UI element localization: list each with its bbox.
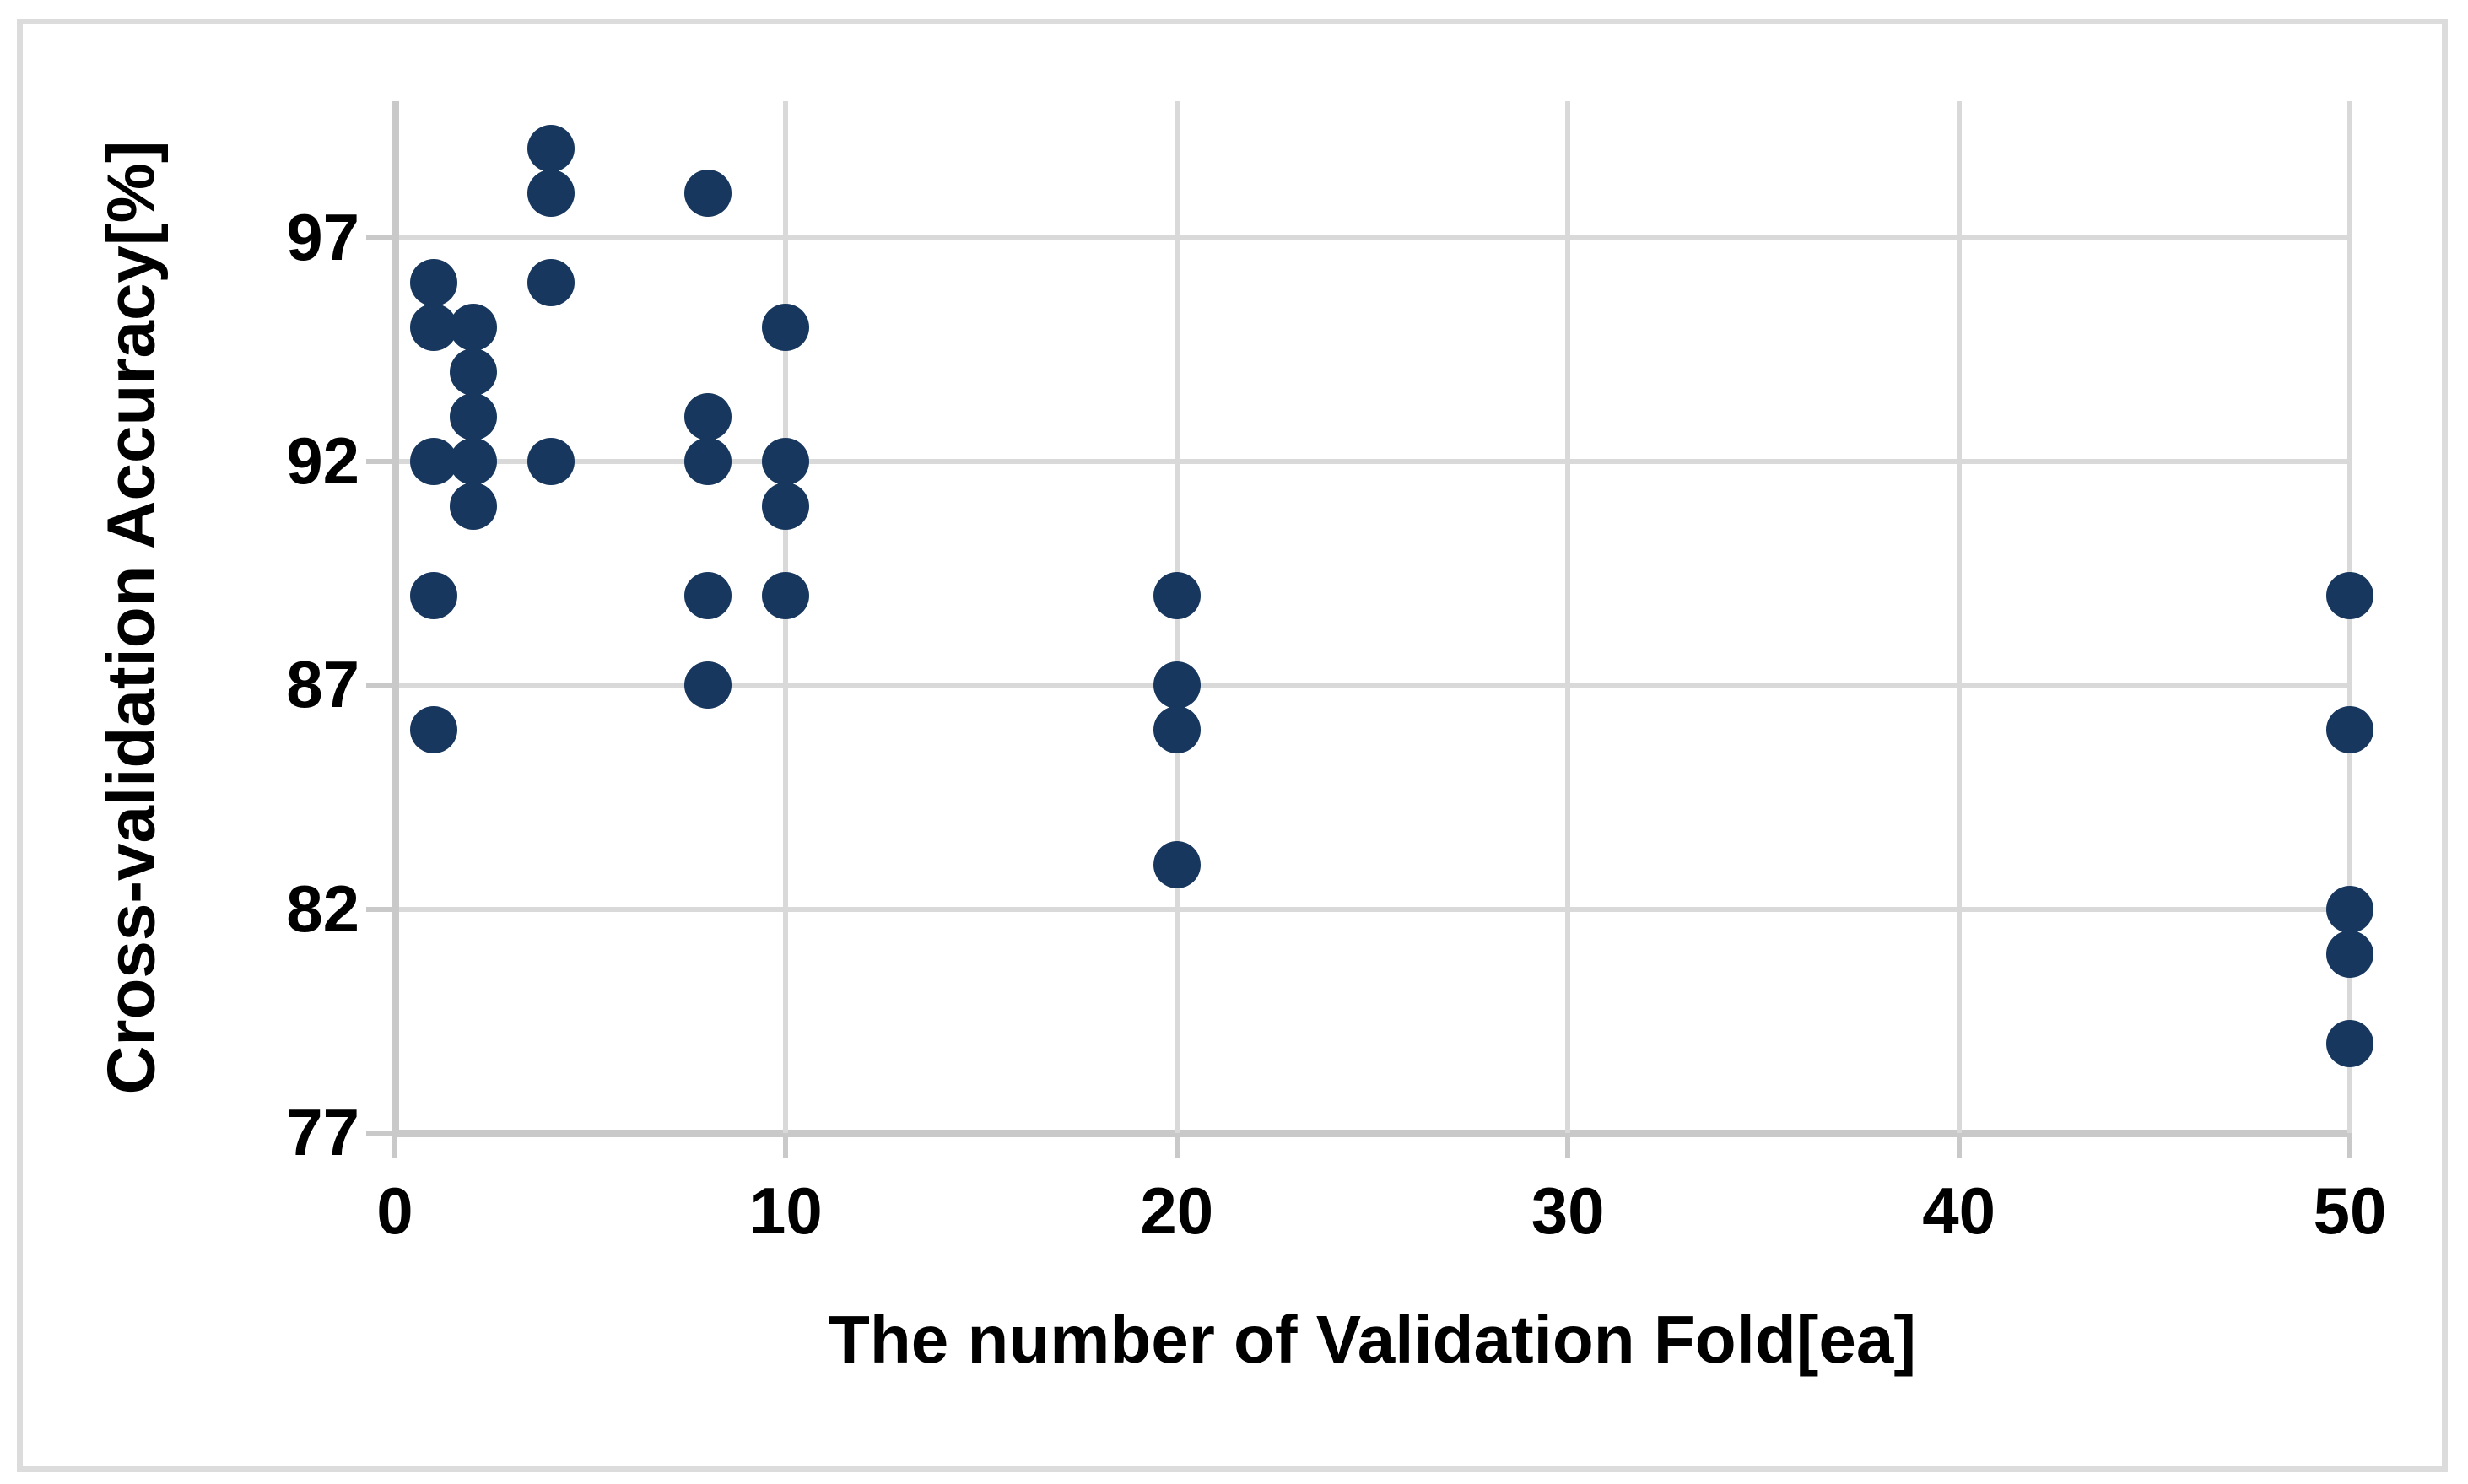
x-axis-title: The number of Validation Fold[ea] [829,1302,1916,1377]
data-point [527,124,575,172]
data-point [683,393,732,441]
data-point [1153,661,1201,710]
x-axis-tick [2347,1133,2352,1158]
gridline-horizontal [395,683,2350,688]
data-point [683,438,732,486]
data-point [762,438,810,486]
y-axis-line [392,101,399,1133]
data-point [2326,706,2373,754]
x-tick-label: 0 [376,1174,413,1248]
data-point [449,438,497,486]
x-tick-label: 30 [1531,1174,1605,1248]
data-point [1153,572,1201,620]
x-axis-tick [392,1133,397,1158]
x-axis-tick [1174,1133,1180,1158]
y-axis-title: Cross-validation Accuracy[%] [93,140,168,1094]
data-point [527,169,575,217]
x-axis-tick [1956,1133,1962,1158]
x-axis-tick [1565,1133,1571,1158]
y-axis-tick [366,906,395,912]
gridline-horizontal [395,906,2350,912]
data-point [449,483,497,531]
x-axis-tick [783,1133,789,1158]
y-tick-label: 87 [286,647,359,722]
data-point [410,572,458,620]
x-axis-line [395,1130,2350,1137]
gridline-vertical [1565,101,1571,1133]
data-point [449,303,497,351]
y-tick-label: 77 [286,1095,359,1169]
y-axis-tick [366,235,395,240]
data-point [527,438,575,486]
x-tick-label: 40 [1922,1174,1995,1248]
data-point [2326,885,2373,933]
x-tick-label: 50 [2313,1174,2387,1248]
plot-area [392,101,2373,1137]
data-point [683,572,732,620]
data-point [527,258,575,306]
data-point [449,393,497,441]
y-axis-tick [366,683,395,688]
y-axis-tick [366,1131,395,1136]
data-point [1153,840,1201,888]
y-tick-label: 97 [286,199,359,274]
data-point [762,572,810,620]
data-point [762,303,810,351]
gridline-vertical [1956,101,1962,1133]
data-point [762,483,810,531]
data-point [449,348,497,396]
data-point [2326,930,2373,978]
y-axis-tick [366,459,395,465]
x-tick-label: 20 [1140,1174,1214,1248]
data-point [1153,706,1201,754]
gridline-horizontal [395,235,2350,240]
data-point [2326,1019,2373,1067]
data-point [410,258,458,306]
data-point [683,169,732,217]
data-point [2326,572,2373,620]
gridline-horizontal [395,459,2350,465]
x-tick-label: 10 [749,1174,823,1248]
data-point [683,661,732,710]
data-point [410,706,458,754]
y-tick-label: 92 [286,424,359,499]
y-tick-label: 82 [286,871,359,946]
